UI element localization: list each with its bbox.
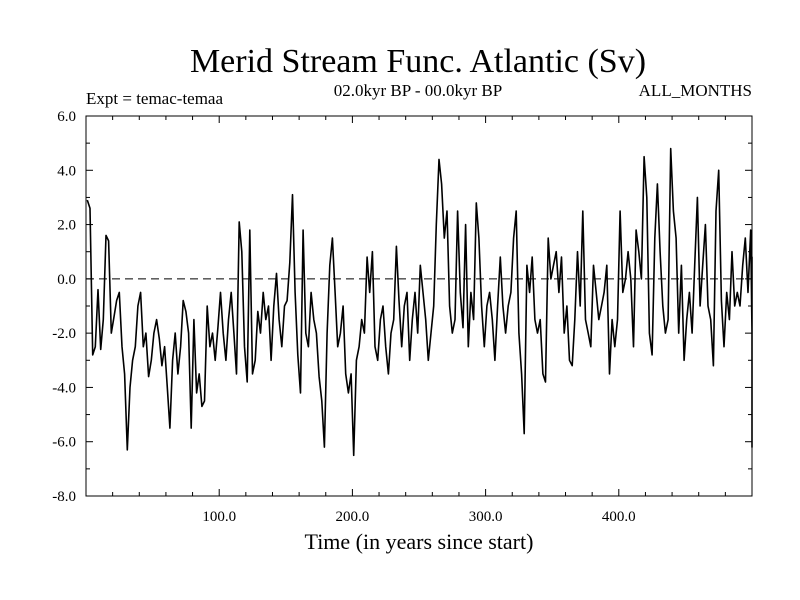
subtitle-center: 02.0kyr BP - 00.0kyr BP bbox=[334, 81, 502, 100]
series-line bbox=[86, 147, 753, 457]
y-tick-label: -4.0 bbox=[52, 380, 76, 396]
y-tick-label: 6.0 bbox=[57, 109, 76, 125]
y-tick-label: 4.0 bbox=[57, 163, 76, 179]
chart-title: Merid Stream Func. Atlantic (Sv) bbox=[190, 43, 646, 80]
y-tick-label: -6.0 bbox=[52, 435, 76, 451]
x-tick-label: 100.0 bbox=[202, 509, 236, 525]
x-tick-label: 400.0 bbox=[602, 509, 636, 525]
y-tick-label: -2.0 bbox=[52, 326, 76, 342]
subtitle-left: Expt = temac-temaa bbox=[86, 89, 223, 108]
x-axis-label: Time (in years since start) bbox=[305, 529, 534, 554]
x-tick-label: 200.0 bbox=[336, 509, 370, 525]
x-tick-label: 300.0 bbox=[469, 509, 503, 525]
y-tick-label: 2.0 bbox=[57, 218, 76, 234]
y-tick-label: 0.0 bbox=[57, 272, 76, 288]
y-tick-label: -8.0 bbox=[52, 489, 76, 505]
subtitle-right: ALL_MONTHS bbox=[639, 81, 752, 100]
